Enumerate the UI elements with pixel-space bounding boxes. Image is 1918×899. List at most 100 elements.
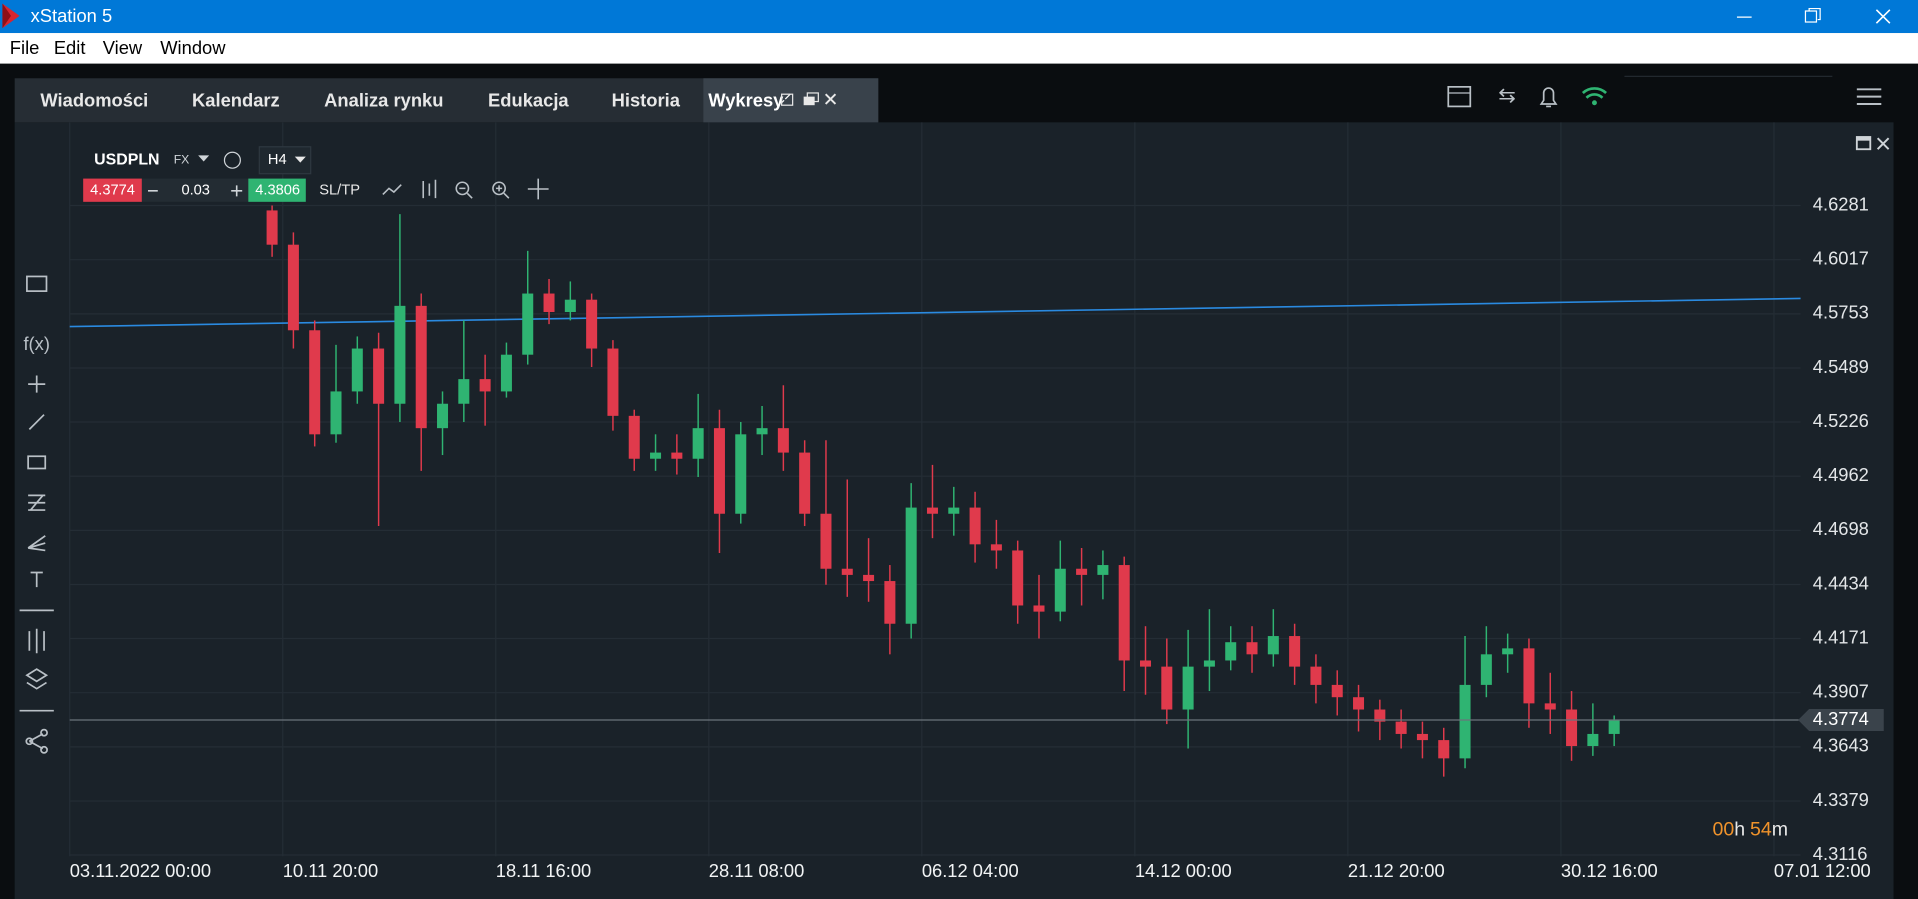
tab-active[interactable]: Wykresy xyxy=(708,90,784,112)
tab-bar: Wiadomości Kalendarz Analiza rynku Eduka… xyxy=(14,78,879,123)
panel-close-icon[interactable] xyxy=(1876,137,1890,150)
chart-type-candle[interactable] xyxy=(422,179,437,199)
candle-body xyxy=(969,507,981,545)
top-right-icons: ⇆ xyxy=(1447,75,1882,108)
trade-icon[interactable]: ⇆ xyxy=(1498,84,1515,107)
tab[interactable]: Wiadomości xyxy=(40,90,149,112)
x-tick-label: 07.01 12:00 xyxy=(1774,860,1871,881)
candle-body xyxy=(1118,565,1130,661)
tool-fibonacci[interactable] xyxy=(28,494,46,511)
zoom-out-glyph xyxy=(459,187,473,199)
tool-functions[interactable]: f(x) xyxy=(23,333,49,354)
countdown-m: m xyxy=(1772,819,1788,841)
candle-body xyxy=(351,348,363,392)
ask-price: 4.3806 xyxy=(255,183,300,199)
market-dropdown[interactable] xyxy=(198,155,210,162)
tab[interactable]: Edukacja xyxy=(488,90,569,112)
candle-body xyxy=(564,299,576,313)
tool-layout[interactable] xyxy=(26,275,48,292)
tool-indicators[interactable] xyxy=(28,628,45,654)
tool-line[interactable] xyxy=(28,414,45,430)
tab-close[interactable] xyxy=(824,93,837,105)
connection-icon xyxy=(1581,87,1607,99)
candle-body xyxy=(1182,666,1194,710)
timeframe: H4 xyxy=(268,152,287,168)
candle-body xyxy=(522,293,534,355)
candle-body xyxy=(1331,684,1343,698)
tab-detach[interactable] xyxy=(781,93,794,106)
candle-body xyxy=(309,330,321,435)
candle-body xyxy=(650,452,662,459)
sltp[interactable]: SL/TP xyxy=(319,183,360,199)
candle-body xyxy=(543,293,555,313)
candle-body xyxy=(415,305,427,429)
candle-body xyxy=(330,391,342,435)
candle-body xyxy=(905,507,917,624)
pan-tool[interactable] xyxy=(527,178,549,200)
y-tick-label: 4.4171 xyxy=(1813,626,1869,647)
zoom-out[interactable] xyxy=(455,181,470,196)
candle-body xyxy=(1480,654,1492,685)
candle-body xyxy=(799,452,811,514)
x-tick-label: 10.11 20:00 xyxy=(283,860,378,881)
candle-body xyxy=(628,415,640,459)
menu-item[interactable]: File xyxy=(9,37,40,59)
active-tab-bg xyxy=(703,78,879,123)
x-tick-label: 14.12 00:00 xyxy=(1135,860,1232,881)
layout-icon[interactable] xyxy=(1447,85,1472,108)
restore[interactable] xyxy=(1804,10,1818,23)
zoom-in[interactable] xyxy=(492,181,506,196)
info-icon[interactable] xyxy=(223,151,241,169)
candle-body xyxy=(735,434,747,514)
x-tick-label: 28.11 08:00 xyxy=(709,860,804,881)
tool-text[interactable] xyxy=(30,571,43,588)
candle-body xyxy=(926,507,938,514)
candle-body xyxy=(1438,740,1450,759)
y-tick-label: 4.6281 xyxy=(1813,193,1869,214)
tool-fan[interactable] xyxy=(27,535,46,552)
sell-button[interactable] xyxy=(83,178,142,202)
volume-steppers[interactable] xyxy=(148,185,243,197)
candle-body xyxy=(1267,636,1279,655)
current-price-label: 4.3774 xyxy=(1813,708,1869,729)
candle-body xyxy=(1416,733,1428,741)
y-tick-label: 4.5226 xyxy=(1813,410,1869,431)
menu-item[interactable]: Edit xyxy=(53,37,86,59)
menu-item[interactable]: Window xyxy=(160,37,226,59)
main-menu[interactable] xyxy=(1856,88,1882,105)
candle-body xyxy=(1353,697,1365,710)
title-bar: xStation 5 xyxy=(0,0,1918,34)
candle-body xyxy=(1310,666,1322,685)
tool-layers[interactable] xyxy=(25,668,49,690)
chart-tools xyxy=(382,178,549,200)
menu-item[interactable]: View xyxy=(102,37,143,59)
candle-body xyxy=(1076,568,1088,575)
volume-box[interactable] xyxy=(141,178,249,202)
candle-body xyxy=(841,568,853,575)
window-title: xStation 5 xyxy=(30,6,113,27)
y-tick-label: 4.4962 xyxy=(1813,464,1869,485)
tab[interactable]: Analiza rynku xyxy=(324,90,444,112)
close[interactable] xyxy=(1875,9,1891,24)
tab[interactable]: Historia xyxy=(611,90,680,112)
candle-body xyxy=(692,428,704,459)
chart-type-line[interactable] xyxy=(382,184,402,196)
candle-body xyxy=(948,507,960,514)
buy-button[interactable] xyxy=(248,178,306,202)
alerts-icon[interactable] xyxy=(1539,87,1558,108)
tool-crosshair[interactable] xyxy=(28,375,46,393)
tab[interactable]: Kalendarz xyxy=(192,90,280,112)
trend-line[interactable] xyxy=(69,297,1801,328)
candle-body xyxy=(1587,733,1599,747)
candle-body xyxy=(777,428,789,453)
candle-body xyxy=(884,581,896,624)
panel-maximize-icon-bar xyxy=(1856,136,1871,141)
symbol[interactable]: USDPLN xyxy=(94,151,159,168)
countdown-h: h xyxy=(1734,819,1745,841)
restore-back xyxy=(1808,7,1821,21)
tab-tile-back xyxy=(806,92,819,103)
tool-rectangle[interactable] xyxy=(27,455,47,470)
y-tick-label: 4.6017 xyxy=(1813,248,1869,269)
